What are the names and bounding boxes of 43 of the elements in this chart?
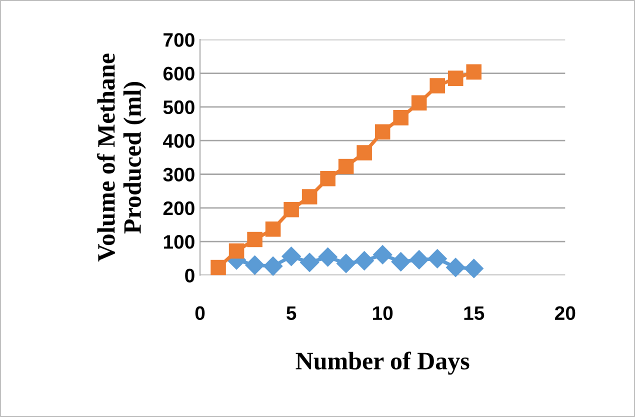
x-tick-label: 20 [555,306,576,320]
point [448,70,464,86]
point [354,251,374,270]
point [302,189,318,204]
point [318,248,338,267]
x-tick-label: 15 [464,306,484,320]
x-tick-label: 0 [195,306,205,320]
y-tick-label: 400 [163,134,194,148]
y-tick-label: 100 [164,235,194,249]
y-axis-title: Volume of Methane Produced (ml) [96,54,146,262]
point [247,232,262,248]
point [245,256,264,275]
point [464,258,484,278]
point [374,124,390,140]
point [264,256,283,276]
point [428,249,447,268]
point [411,95,427,111]
point [393,110,408,126]
point [356,145,372,160]
x-axis-title: Number of Days [296,352,470,375]
point [466,64,482,80]
y-tick-label: 600 [163,66,194,81]
x-tick-label: 5 [286,306,296,320]
point [410,250,429,270]
point [210,260,226,276]
point [391,252,410,272]
y-tick-label: 200 [163,201,194,216]
point [228,243,244,259]
point [300,252,320,272]
y-tick-label: 700 [164,33,194,47]
point [320,170,336,186]
point [265,221,281,237]
x-tick-label: 10 [373,306,393,320]
y-tick-label: 0 [185,268,194,282]
y-tick-label: 500 [163,100,194,114]
point [282,246,301,266]
point [336,254,356,273]
y-tick-label: 300 [163,168,194,182]
point [373,245,392,264]
point [284,202,299,218]
point [430,78,445,94]
point [446,258,466,278]
point [338,158,354,174]
